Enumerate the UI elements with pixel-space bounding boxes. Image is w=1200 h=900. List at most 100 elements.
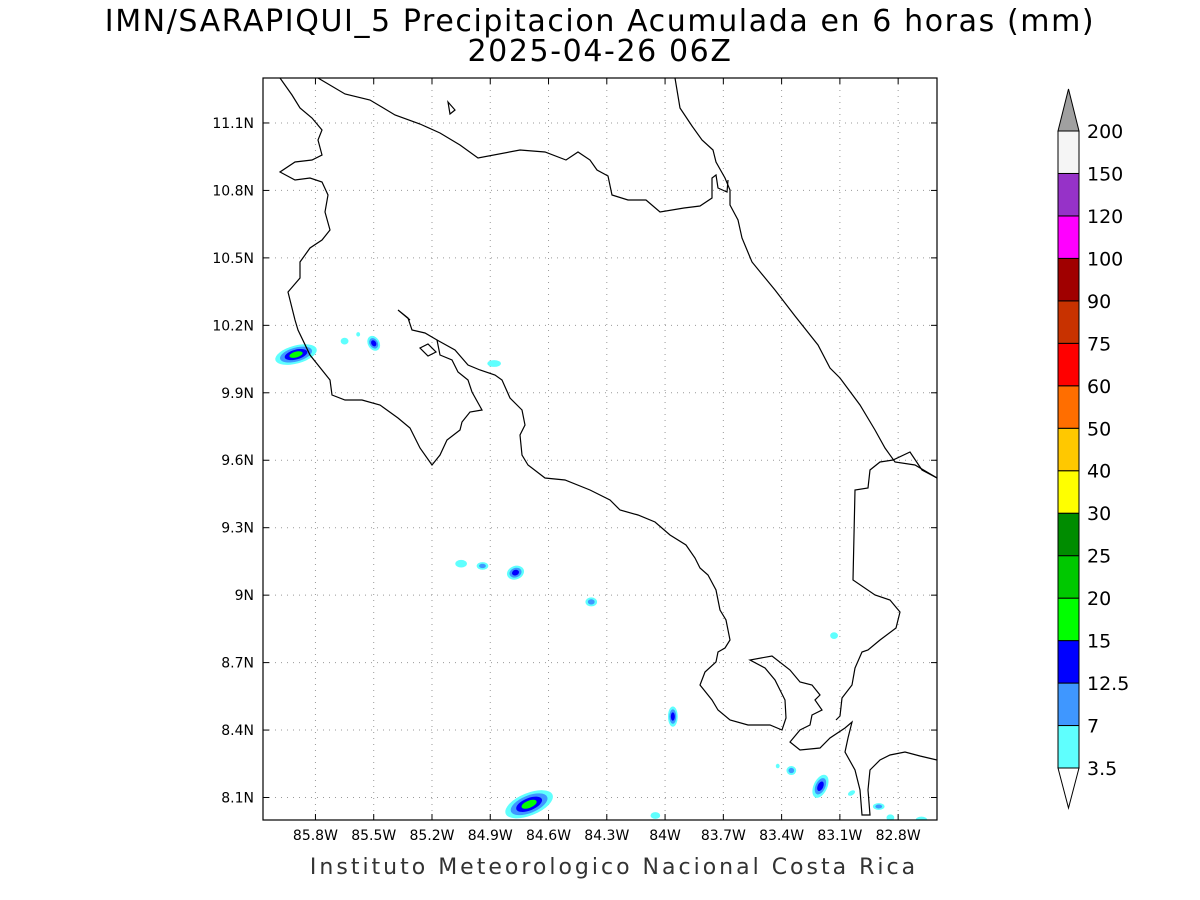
precip-contour bbox=[587, 599, 595, 605]
colorbar-label: 12.5 bbox=[1087, 673, 1129, 695]
precip-contour bbox=[875, 804, 883, 809]
precip-contour bbox=[340, 337, 349, 345]
colorbar-label: 30 bbox=[1087, 503, 1111, 525]
lat-tick-label: 10.5N bbox=[212, 251, 254, 267]
precip-cell bbox=[487, 360, 501, 367]
precip-contour bbox=[479, 563, 486, 569]
lat-tick-label: 11.1N bbox=[212, 116, 254, 132]
coast-guanacaste bbox=[278, 78, 483, 466]
colorbar-swatch bbox=[1057, 385, 1080, 429]
lat-tick-label: 9.9N bbox=[221, 386, 254, 402]
precip-cell bbox=[505, 790, 553, 819]
colorbar-label: 60 bbox=[1087, 376, 1111, 398]
lat-tick-labels: 11.1N 10.8N 10.5N 10.2N 9.9N 9.6N 9.3N 9N 8.7N 8.… bbox=[212, 116, 254, 807]
colorbar-label: 90 bbox=[1087, 291, 1111, 313]
precip-contour bbox=[455, 559, 467, 568]
lon-tick-label: 84.6W bbox=[526, 828, 571, 844]
lat-tick-label: 9N bbox=[235, 588, 254, 604]
precip-contour bbox=[356, 332, 361, 337]
precip-contour bbox=[371, 340, 377, 347]
colorbar-swatch bbox=[1057, 682, 1080, 727]
precip-cell bbox=[275, 344, 317, 365]
precip-cell bbox=[786, 766, 797, 776]
colorbar-label: 120 bbox=[1087, 206, 1123, 228]
colorbar-swatch bbox=[1057, 215, 1080, 259]
precip-contour bbox=[788, 767, 795, 774]
lat-tick-label: 10.8N bbox=[212, 183, 254, 199]
precip-cells bbox=[275, 332, 928, 820]
precip-cell bbox=[356, 332, 361, 337]
precip-cell bbox=[455, 559, 467, 568]
colorbar-swatch bbox=[1057, 470, 1080, 514]
colorbar-swatch bbox=[1057, 597, 1080, 642]
lat-tick-label: 8.4N bbox=[221, 723, 254, 739]
island-gulf bbox=[418, 343, 438, 357]
lon-tick-label: 83.4W bbox=[759, 828, 804, 844]
lon-tick-label: 84.3W bbox=[584, 828, 629, 844]
map-frame bbox=[262, 77, 938, 821]
precip-contour bbox=[847, 790, 856, 796]
colorbar-swatch bbox=[1057, 427, 1080, 472]
precip-cell bbox=[340, 337, 349, 345]
colorbar-label: 75 bbox=[1087, 333, 1111, 355]
colorbar-label: 100 bbox=[1087, 248, 1123, 270]
lon-tick-label: 85.2W bbox=[409, 828, 454, 844]
colorbar-swatch bbox=[1057, 257, 1080, 302]
coastline bbox=[278, 78, 937, 816]
coast-caribbean bbox=[674, 78, 937, 479]
colorbar-high-arrow bbox=[1057, 88, 1080, 132]
colorbar-low-arrow bbox=[1057, 767, 1080, 810]
precip-cell bbox=[476, 562, 489, 570]
colorbar-swatch bbox=[1057, 300, 1080, 344]
precip-cell bbox=[367, 335, 381, 351]
colorbar-swatch bbox=[1057, 725, 1080, 769]
colorbar-swatch bbox=[1057, 172, 1080, 217]
precip-contour bbox=[670, 712, 675, 721]
precip-cell bbox=[915, 816, 928, 820]
colorbar-label: 3.5 bbox=[1087, 758, 1117, 780]
colorbar-swatch bbox=[1057, 512, 1080, 557]
precip-cell bbox=[667, 706, 678, 727]
colorbar-label: 50 bbox=[1087, 418, 1111, 440]
precip-contour bbox=[886, 814, 895, 820]
map-grid bbox=[263, 78, 937, 820]
lon-tick-label: 82.8W bbox=[876, 828, 921, 844]
lon-tick-label: 83.1W bbox=[817, 828, 862, 844]
precip-cell bbox=[886, 814, 895, 820]
lon-tick-label: 85.8W bbox=[293, 828, 338, 844]
border-nicaragua bbox=[317, 78, 729, 213]
precip-cell bbox=[775, 763, 780, 769]
precip-contour bbox=[775, 763, 780, 769]
lon-tick-label: 84.9W bbox=[468, 828, 513, 844]
precip-cell bbox=[812, 774, 829, 798]
precip-contour bbox=[830, 632, 838, 639]
precip-contour bbox=[915, 816, 928, 820]
precip-cell bbox=[847, 790, 856, 796]
colorbar-label: 200 bbox=[1087, 121, 1123, 143]
lat-tick-label: 8.7N bbox=[221, 656, 254, 672]
lon-tick-labels: 85.8W 85.5W 85.2W 84.9W 84.6W 84.3W 84W 83.7W 83… bbox=[293, 828, 921, 844]
precip-cell bbox=[650, 812, 661, 819]
precip-cell bbox=[585, 597, 598, 607]
coast-central-pacific bbox=[436, 339, 937, 816]
border-panama bbox=[835, 451, 937, 721]
colorbar-swatch bbox=[1057, 555, 1080, 599]
colorbar: 3.5 7 12.5 15 20 25 30 40 50 60 75 90 100 120 150 200 bbox=[1057, 88, 1129, 810]
precip-contour bbox=[650, 812, 661, 819]
colorbar-swatch bbox=[1057, 130, 1080, 174]
precip-contour bbox=[289, 351, 303, 358]
lat-tick-label: 8.1N bbox=[221, 791, 254, 807]
map-title: IMN/SARAPIQUI_5 Precipitacion Acumulada … bbox=[104, 4, 1096, 39]
lon-tick-label: 85.5W bbox=[351, 828, 396, 844]
credit-text: Instituto Meteorologico Nacional Costa R… bbox=[309, 855, 919, 880]
colorbar-label: 15 bbox=[1087, 631, 1111, 653]
precip-contour bbox=[487, 360, 501, 367]
colorbar-label: 20 bbox=[1087, 588, 1111, 610]
precip-contour bbox=[511, 569, 520, 576]
island-nicaragua-lake bbox=[447, 100, 456, 116]
precip-contour bbox=[521, 799, 537, 809]
colorbar-swatch bbox=[1057, 342, 1080, 387]
colorbar-label: 25 bbox=[1087, 546, 1111, 568]
colorbar-label: 40 bbox=[1087, 461, 1111, 483]
